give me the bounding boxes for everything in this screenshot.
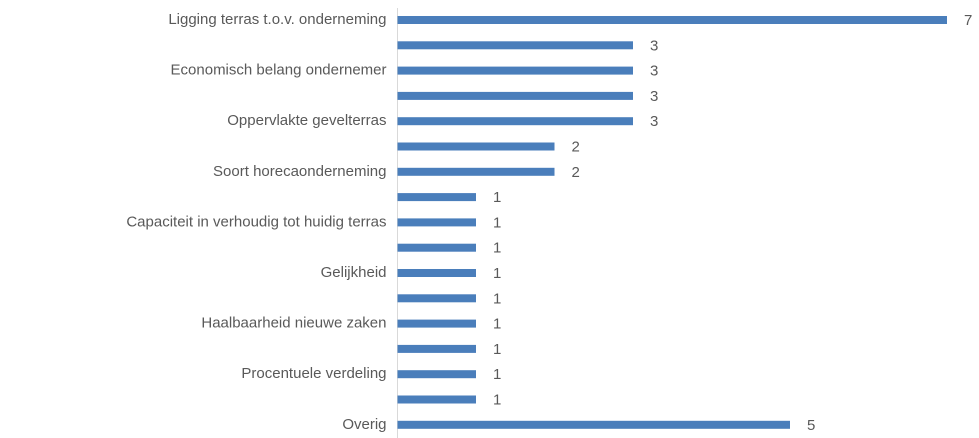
data-label: 1 bbox=[493, 240, 501, 257]
y-tick-label: Haalbaarheid nieuwe zaken bbox=[201, 315, 386, 332]
bar bbox=[397, 16, 947, 24]
bar bbox=[397, 142, 555, 151]
data-label: 3 bbox=[650, 88, 658, 105]
data-label: 1 bbox=[493, 391, 501, 408]
bar bbox=[397, 370, 476, 379]
y-tick-label: Gelijkheid bbox=[321, 264, 387, 281]
data-label: 5 bbox=[807, 417, 815, 434]
bar bbox=[397, 344, 476, 353]
bar bbox=[397, 395, 476, 404]
data-label: 7 bbox=[964, 12, 972, 29]
data-label: 1 bbox=[493, 341, 501, 358]
bar bbox=[397, 420, 790, 429]
data-label: 1 bbox=[493, 265, 501, 282]
bar bbox=[397, 269, 476, 277]
y-tick-label: Capaciteit in verhoudig tot huidig terra… bbox=[126, 213, 386, 230]
data-label: 1 bbox=[493, 366, 501, 383]
y-tick-label: Ligging terras t.o.v. onderneming bbox=[168, 11, 386, 28]
data-label: 1 bbox=[493, 214, 501, 231]
bar bbox=[397, 117, 633, 126]
bar bbox=[397, 243, 476, 252]
y-tick-label: Overig bbox=[342, 416, 386, 433]
y-tick-label: Soort horecaonderneming bbox=[213, 163, 386, 180]
bar bbox=[397, 294, 476, 303]
data-label: 3 bbox=[650, 113, 658, 130]
y-tick-label: Procentuele verdeling bbox=[241, 365, 386, 382]
bar bbox=[397, 91, 633, 100]
data-label: 2 bbox=[572, 138, 580, 155]
bar bbox=[397, 218, 476, 227]
bar bbox=[397, 167, 555, 176]
bar bbox=[397, 193, 476, 202]
data-label: 1 bbox=[493, 189, 501, 206]
bar bbox=[397, 319, 476, 328]
data-label: 3 bbox=[650, 37, 658, 54]
y-tick-label: Economisch belang ondernemer bbox=[171, 62, 387, 79]
y-tick-label: Oppervlakte gevelterras bbox=[227, 112, 386, 129]
data-label: 2 bbox=[572, 164, 580, 181]
data-label: 1 bbox=[493, 316, 501, 333]
data-label: 1 bbox=[493, 290, 501, 307]
data-label: 3 bbox=[650, 63, 658, 80]
bar bbox=[397, 41, 633, 50]
bar bbox=[397, 66, 633, 75]
